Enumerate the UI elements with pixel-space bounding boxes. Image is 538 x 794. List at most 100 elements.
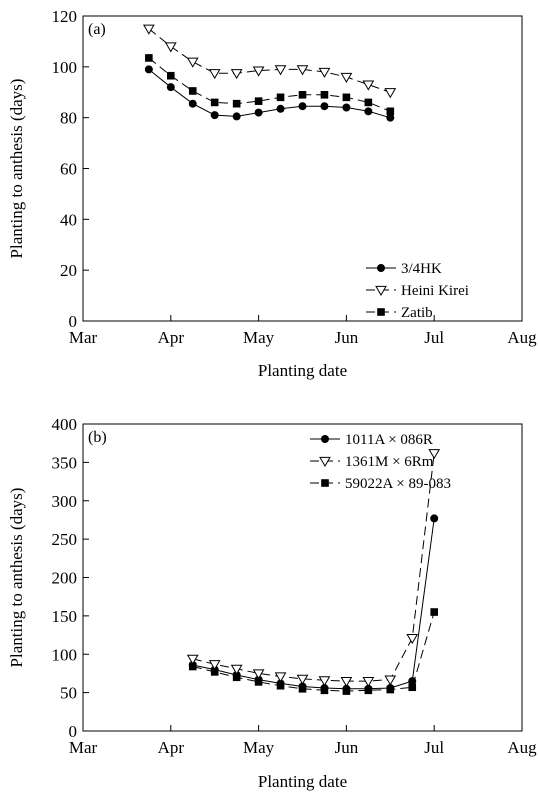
legend-marker xyxy=(375,285,387,296)
data-point xyxy=(254,678,263,686)
data-point xyxy=(166,83,175,92)
data-point xyxy=(254,108,263,117)
data-point xyxy=(210,111,219,120)
data-point xyxy=(144,65,153,74)
data-point xyxy=(430,514,439,523)
panel-b-chart: Mar Apr May Jun Jul Aug 0 50 100 150 200 250 300 350 4… xyxy=(7,415,537,791)
data-point xyxy=(188,99,197,108)
y-tick-label: 40 xyxy=(60,210,77,229)
data-point xyxy=(320,90,329,99)
data-point xyxy=(232,99,241,108)
data-point xyxy=(276,93,285,102)
plot-frame xyxy=(82,15,523,322)
legend-label: Zatib xyxy=(401,305,433,321)
x-tick-label: May xyxy=(243,738,275,757)
x-tick-label: Aug xyxy=(507,328,537,347)
y-tick-label: 20 xyxy=(60,261,77,280)
data-point xyxy=(320,686,329,695)
x-axis-label: Planting date xyxy=(258,361,347,380)
legend-marker xyxy=(377,264,385,272)
data-point xyxy=(188,87,197,95)
series-line xyxy=(148,28,391,93)
data-point xyxy=(210,668,219,676)
panel-label: (b) xyxy=(88,429,107,446)
data-point xyxy=(364,686,373,695)
series-line xyxy=(192,611,435,692)
data-point xyxy=(276,681,285,690)
y-tick-label: 350 xyxy=(52,453,78,472)
data-point xyxy=(340,677,353,688)
data-point xyxy=(362,677,375,688)
data-point xyxy=(142,24,155,35)
series-line xyxy=(148,69,391,119)
y-tick-label: 100 xyxy=(52,645,78,664)
series-line xyxy=(148,57,391,112)
data-point xyxy=(298,102,307,111)
x-tick-label: Jul xyxy=(424,738,444,757)
data-point xyxy=(364,98,373,107)
data-point xyxy=(186,654,199,665)
x-tick-label: Apr xyxy=(158,328,185,347)
data-point xyxy=(232,112,241,121)
y-tick-label: 60 xyxy=(60,160,77,179)
y-tick-label: 150 xyxy=(52,607,78,626)
data-point xyxy=(296,674,309,685)
data-point xyxy=(318,67,331,78)
data-point xyxy=(254,97,263,105)
x-axis-label: Planting date xyxy=(258,772,347,791)
legend-label: Heini Kirei xyxy=(401,283,469,299)
legend-marker xyxy=(377,308,385,316)
data-point xyxy=(342,93,351,102)
data-point xyxy=(340,72,353,83)
y-tick-label: 80 xyxy=(60,109,77,128)
data-point xyxy=(298,684,307,693)
legend-label: 1011A × 086R xyxy=(345,432,433,448)
data-point xyxy=(274,65,287,76)
y-axis-label: Planting to anthesis (days) xyxy=(7,79,26,259)
x-tick-label: Jun xyxy=(335,738,359,757)
data-point xyxy=(362,80,375,91)
data-point xyxy=(298,90,307,99)
x-tick-label: Mar xyxy=(69,328,98,347)
data-point xyxy=(384,675,397,686)
data-point xyxy=(252,669,265,680)
data-point xyxy=(384,88,397,99)
y-tick-label: 300 xyxy=(52,492,78,511)
data-point xyxy=(145,54,153,62)
data-point xyxy=(208,69,221,80)
legend-marker xyxy=(319,456,331,467)
x-tick-label: Aug xyxy=(507,738,537,757)
x-tick-label: Apr xyxy=(158,738,185,757)
data-point xyxy=(318,676,331,687)
legend-label: 3/4HK xyxy=(401,261,442,277)
data-point xyxy=(296,65,309,76)
y-tick-label: 50 xyxy=(60,684,77,703)
data-point xyxy=(386,113,395,122)
legend-label: 59022A × 89-083 xyxy=(345,476,451,492)
data-point xyxy=(408,683,417,692)
data-point xyxy=(276,104,285,113)
data-point xyxy=(320,102,329,111)
y-tick-label: 100 xyxy=(52,58,78,77)
panel-a-chart: Mar Apr May Jun Jul Aug 0 20 40 60 80 100 120 Plantin… xyxy=(7,7,537,380)
y-axis-label: Planting to anthesis (days) xyxy=(7,488,26,668)
x-tick-label: Mar xyxy=(69,738,98,757)
legend-marker xyxy=(321,479,329,487)
data-point xyxy=(164,42,177,53)
x-tick-label: Jun xyxy=(335,328,359,347)
y-tick-label: 200 xyxy=(52,569,78,588)
data-point xyxy=(364,107,373,116)
legend-marker xyxy=(321,435,329,443)
data-point xyxy=(274,672,287,683)
data-point xyxy=(430,608,438,616)
y-tick-label: 0 xyxy=(69,722,78,741)
y-tick-label: 0 xyxy=(69,312,78,331)
data-point xyxy=(232,673,241,682)
x-tick-label: Jul xyxy=(424,328,444,347)
data-point xyxy=(208,660,221,671)
data-point xyxy=(230,664,243,675)
x-tick-label: May xyxy=(243,328,275,347)
data-point xyxy=(428,449,441,460)
data-point xyxy=(406,634,419,645)
